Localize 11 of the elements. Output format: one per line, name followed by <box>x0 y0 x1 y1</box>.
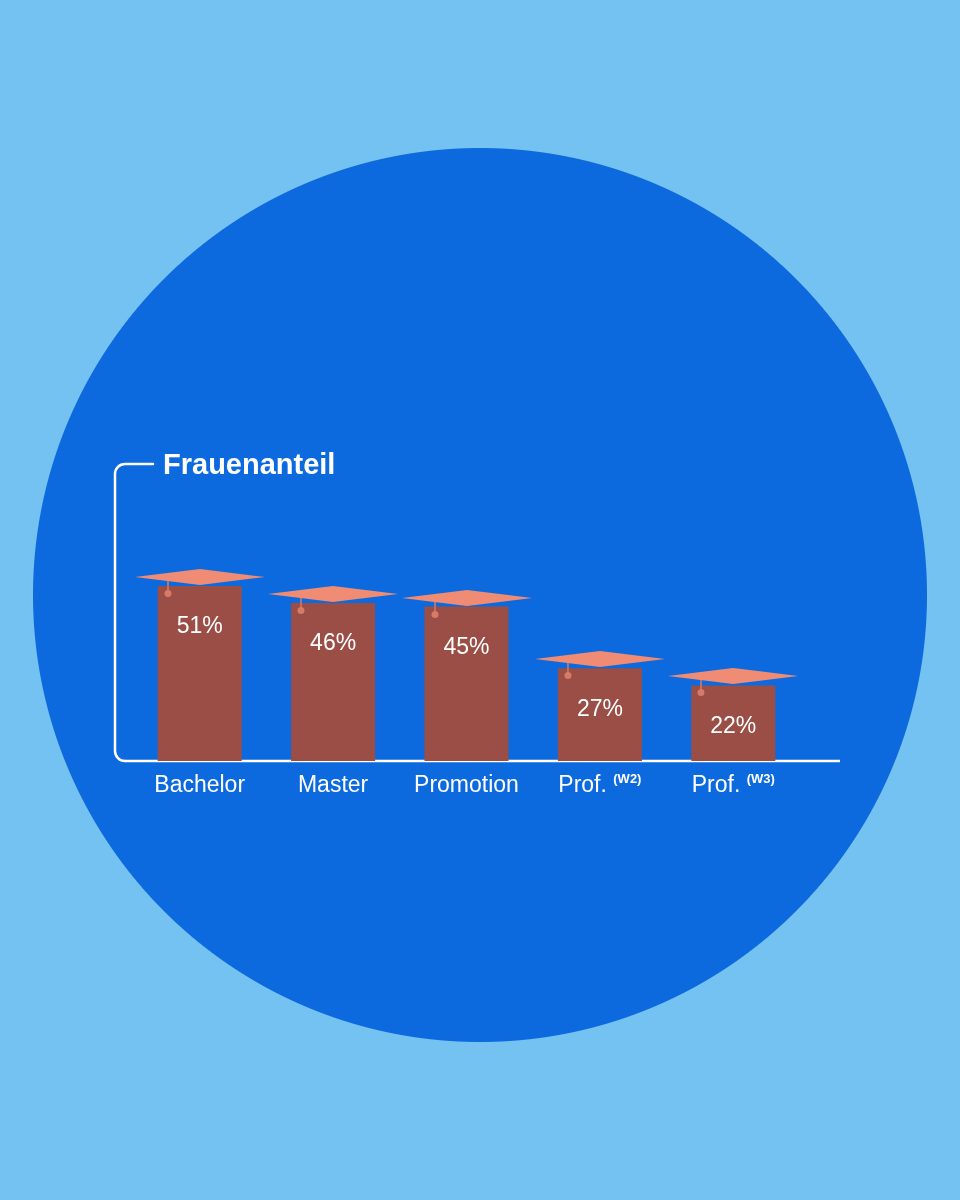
data-label: 45% <box>443 632 490 659</box>
data-label: 51% <box>176 612 223 639</box>
x-tick-label: Promotion <box>413 770 520 798</box>
data-label: 27% <box>576 694 623 721</box>
x-tick-label: Prof. $^{(W2)}$ <box>557 770 643 798</box>
x-tick-label: Master <box>296 770 370 798</box>
chart-title: Frauenanteil <box>163 448 336 480</box>
x-tick-label: Bachelor <box>153 770 247 798</box>
data-label: 46% <box>310 629 357 656</box>
data-label: 22% <box>710 711 757 738</box>
x-tick-label: Prof. $^{(W3)}$ <box>690 770 776 798</box>
